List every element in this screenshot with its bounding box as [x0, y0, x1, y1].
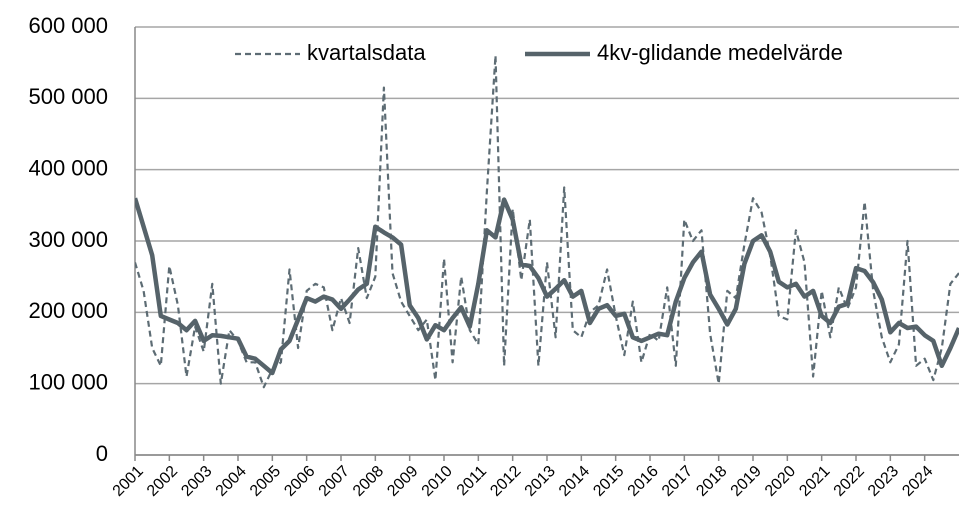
x-tick-label: 2005	[247, 463, 284, 500]
y-tick-label: 0	[96, 441, 108, 466]
x-tick-label: 2010	[419, 463, 456, 500]
x-tick-label: 2014	[556, 463, 593, 500]
x-tick-label: 2004	[213, 463, 250, 500]
legend-item: 4kv-glidande medelvärde	[525, 40, 843, 65]
x-tick-label: 2023	[865, 463, 902, 500]
x-tick-label: 2018	[693, 463, 730, 500]
y-tick-label: 400 000	[28, 155, 108, 180]
x-tick-label: 2022	[831, 463, 868, 500]
x-tick-label: 2007	[316, 463, 353, 500]
x-tick-label: 2011	[454, 463, 490, 499]
x-tick-label: 2020	[762, 463, 799, 500]
x-tick-label: 2013	[522, 463, 559, 500]
x-tick-label: 2024	[899, 463, 936, 500]
x-tick-label: 2002	[144, 463, 181, 500]
y-tick-label: 100 000	[28, 369, 108, 394]
x-tick-label: 2001	[110, 463, 147, 500]
series-line	[135, 197, 959, 376]
series-line	[135, 54, 959, 389]
x-tick-label: 2006	[281, 463, 318, 500]
y-tick-label: 500 000	[28, 84, 108, 109]
y-tick-label: 200 000	[28, 298, 108, 323]
y-tick-label: 600 000	[28, 13, 108, 38]
x-tick-label: 2017	[659, 463, 696, 500]
legend-label: kvartalsdata	[307, 40, 426, 65]
x-tick-label: 2008	[350, 463, 387, 500]
x-tick-label: 2016	[625, 463, 662, 500]
x-tick-label: 2019	[728, 463, 765, 500]
legend-label: 4kv-glidande medelvärde	[597, 40, 843, 65]
x-tick-label: 2021	[796, 463, 833, 500]
y-tick-label: 300 000	[28, 227, 108, 252]
legend-item: kvartalsdata	[235, 40, 426, 65]
x-tick-label: 2012	[487, 463, 524, 500]
x-tick-label: 2003	[178, 463, 215, 500]
series-group	[135, 54, 959, 389]
x-tick-label: 2009	[384, 463, 421, 500]
x-tick-label: 2015	[590, 463, 627, 500]
